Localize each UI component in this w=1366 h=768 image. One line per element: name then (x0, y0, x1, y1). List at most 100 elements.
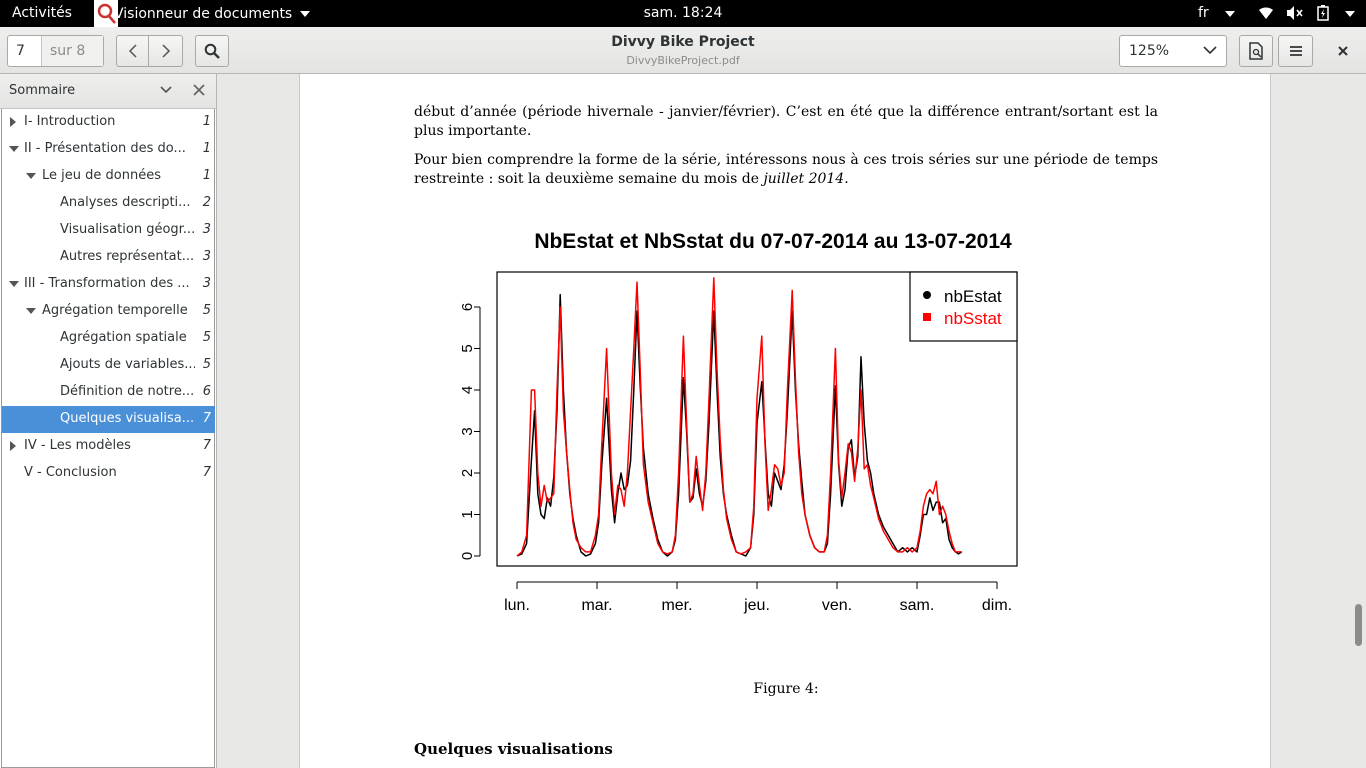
document-viewer-logo-icon (94, 0, 118, 27)
sidebar-dropdown-icon[interactable] (160, 85, 172, 95)
plot-frame (496, 271, 1018, 567)
outline-item-agregation-temporelle[interactable]: Agrégation temporelle 5 (2, 298, 215, 325)
outline-item-definition[interactable]: Définition de notre... 6 (2, 379, 215, 406)
outline-item-label: Le jeu de données (42, 168, 161, 183)
zoom-value: 125% (1129, 43, 1170, 59)
chart-title: NbEstat et NbSstat du 07-07-2014 au 13-0… (534, 230, 1012, 253)
document-view-icon (1249, 42, 1263, 60)
outline-item-label: Agrégation temporelle (42, 303, 188, 318)
legend-label-nbEstat: nbEstat (944, 287, 1002, 306)
outline-item-agregation-spatiale[interactable]: Agrégation spatiale 5 (2, 325, 215, 352)
outline-item-quelques-visualisations[interactable]: Quelques visualisa... 7 (2, 406, 215, 433)
sidebar-title[interactable]: Sommaire (9, 83, 76, 98)
paragraph-emphasis: juillet 2014 (763, 171, 845, 187)
page-number-input[interactable]: 7 (8, 36, 42, 66)
activities-button[interactable]: Activités (12, 5, 72, 21)
expand-arrow-icon[interactable] (10, 117, 16, 127)
outline-item-analyses[interactable]: Analyses descripti... 2 (2, 190, 215, 217)
document-view[interactable]: début d’année (période hivernale - janvi… (217, 74, 1366, 768)
outline-item-page: 7 (202, 411, 211, 426)
outline-item-autres[interactable]: Autres représentat... 3 (2, 244, 215, 271)
legend-marker-nbSstat (923, 313, 931, 321)
y-tick-label: 6 (460, 303, 476, 311)
y-tick-label: 2 (460, 469, 476, 477)
outline-item-label: Visualisation géogr... (60, 222, 195, 237)
outline-item-introduction[interactable]: I- Introduction 1 (2, 109, 215, 136)
collapse-arrow-icon[interactable] (26, 173, 36, 179)
search-button[interactable] (195, 35, 229, 67)
y-axis: 0 1 2 3 4 5 6 (460, 303, 481, 560)
menu-button[interactable] (1278, 35, 1313, 67)
close-window-button[interactable] (1326, 35, 1360, 67)
y-tick-label: 0 (460, 552, 476, 560)
outline-item-presentation[interactable]: II - Présentation des do... 1 (2, 136, 215, 163)
collapse-arrow-icon[interactable] (9, 281, 19, 287)
top-bar: Activités Visionneur de documents sam. 1… (0, 0, 1366, 27)
outline-item-page: 3 (202, 276, 211, 291)
outline-item-ajouts[interactable]: Ajouts de variables... 5 (2, 352, 215, 379)
outline-item-label: Agrégation spatiale (60, 330, 187, 345)
wifi-icon[interactable] (1258, 5, 1274, 25)
outline-item-label: III - Transformation des ... (24, 276, 190, 291)
outline-item-page: 2 (202, 195, 211, 210)
outline-tree: I- Introduction 1 II - Présentation des … (1, 109, 215, 768)
sidebar-close-icon[interactable] (192, 83, 206, 97)
paragraph-text-end: . (844, 171, 849, 187)
outline-item-modeles[interactable]: IV - Les modèles 7 (2, 433, 215, 460)
collapse-arrow-icon[interactable] (9, 146, 19, 152)
keyboard-layout-arrow-icon (1225, 11, 1235, 17)
series-line-nbEstat (516, 293, 963, 557)
chart-figure: NbEstat et NbSstat du 07-07-2014 au 13-0… (460, 230, 1018, 614)
volume-muted-icon[interactable] (1286, 5, 1304, 25)
legend-marker-nbEstat (923, 291, 931, 299)
system-menu-arrow-icon[interactable] (1345, 11, 1355, 17)
outline-item-page: 3 (202, 222, 211, 237)
chevron-right-icon (161, 44, 170, 58)
y-tick-label: 5 (460, 344, 476, 352)
previous-page-button[interactable] (116, 35, 149, 67)
outline-item-page: 7 (202, 438, 211, 453)
battery-charging-icon[interactable] (1316, 5, 1330, 25)
chart-series (516, 277, 963, 557)
document-view-button[interactable] (1239, 35, 1273, 67)
keyboard-layout[interactable]: fr (1198, 5, 1209, 21)
app-menu[interactable]: Visionneur de documents (94, 0, 311, 27)
outline-item-page: 5 (202, 357, 211, 372)
outline-item-label: II - Présentation des do... (24, 141, 186, 156)
outline-item-visualisation[interactable]: Visualisation géogr... 3 (2, 217, 215, 244)
x-tick-label: ven. (822, 597, 852, 614)
x-tick-label: sam. (900, 597, 935, 614)
chevron-down-icon (1203, 46, 1217, 55)
hamburger-menu-icon (1289, 46, 1302, 56)
x-tick-label: mer. (661, 597, 692, 614)
outline-item-page: 6 (202, 384, 211, 399)
legend-label-nbSstat: nbSstat (944, 309, 1002, 328)
y-tick-label: 4 (460, 386, 476, 394)
paragraph-text: Pour bien comprendre la forme de la séri… (414, 152, 1158, 187)
y-tick-label: 3 (460, 427, 476, 435)
next-page-button[interactable] (148, 35, 183, 67)
outline-item-conclusion[interactable]: V - Conclusion 7 (2, 460, 215, 487)
outline-item-page: 5 (202, 330, 211, 345)
sidebar: Sommaire I- Introduction 1 II - Présenta… (0, 74, 217, 768)
outline-item-label: I- Introduction (24, 114, 116, 129)
chevron-left-icon (128, 44, 137, 58)
expand-arrow-icon[interactable] (10, 441, 16, 451)
app-name: Visionneur de documents (114, 5, 293, 22)
outline-item-label: Autres représentat... (60, 249, 195, 264)
outline-item-transformation[interactable]: III - Transformation des ... 3 (2, 271, 215, 298)
collapse-arrow-icon[interactable] (26, 308, 36, 314)
outline-item-page: 1 (202, 114, 211, 129)
sidebar-header: Sommaire (0, 74, 216, 109)
page-count-label: sur 8 (42, 36, 103, 66)
outline-item-label: Ajouts de variables... (60, 357, 195, 372)
zoom-selector[interactable]: 125% (1119, 35, 1227, 67)
outline-item-page: 1 (202, 168, 211, 183)
y-tick-label: 1 (460, 510, 476, 518)
header-bar: 7 sur 8 Divvy Bike Project DivvyBikeProj… (0, 27, 1366, 74)
page-selector[interactable]: 7 sur 8 (7, 35, 104, 67)
series-line-nbSstat (516, 277, 962, 557)
outline-item-label: Quelques visualisa... (60, 411, 195, 426)
outline-item-jeu-de-donnees[interactable]: Le jeu de données 1 (2, 163, 215, 190)
scrollbar-thumb[interactable] (1355, 604, 1362, 646)
